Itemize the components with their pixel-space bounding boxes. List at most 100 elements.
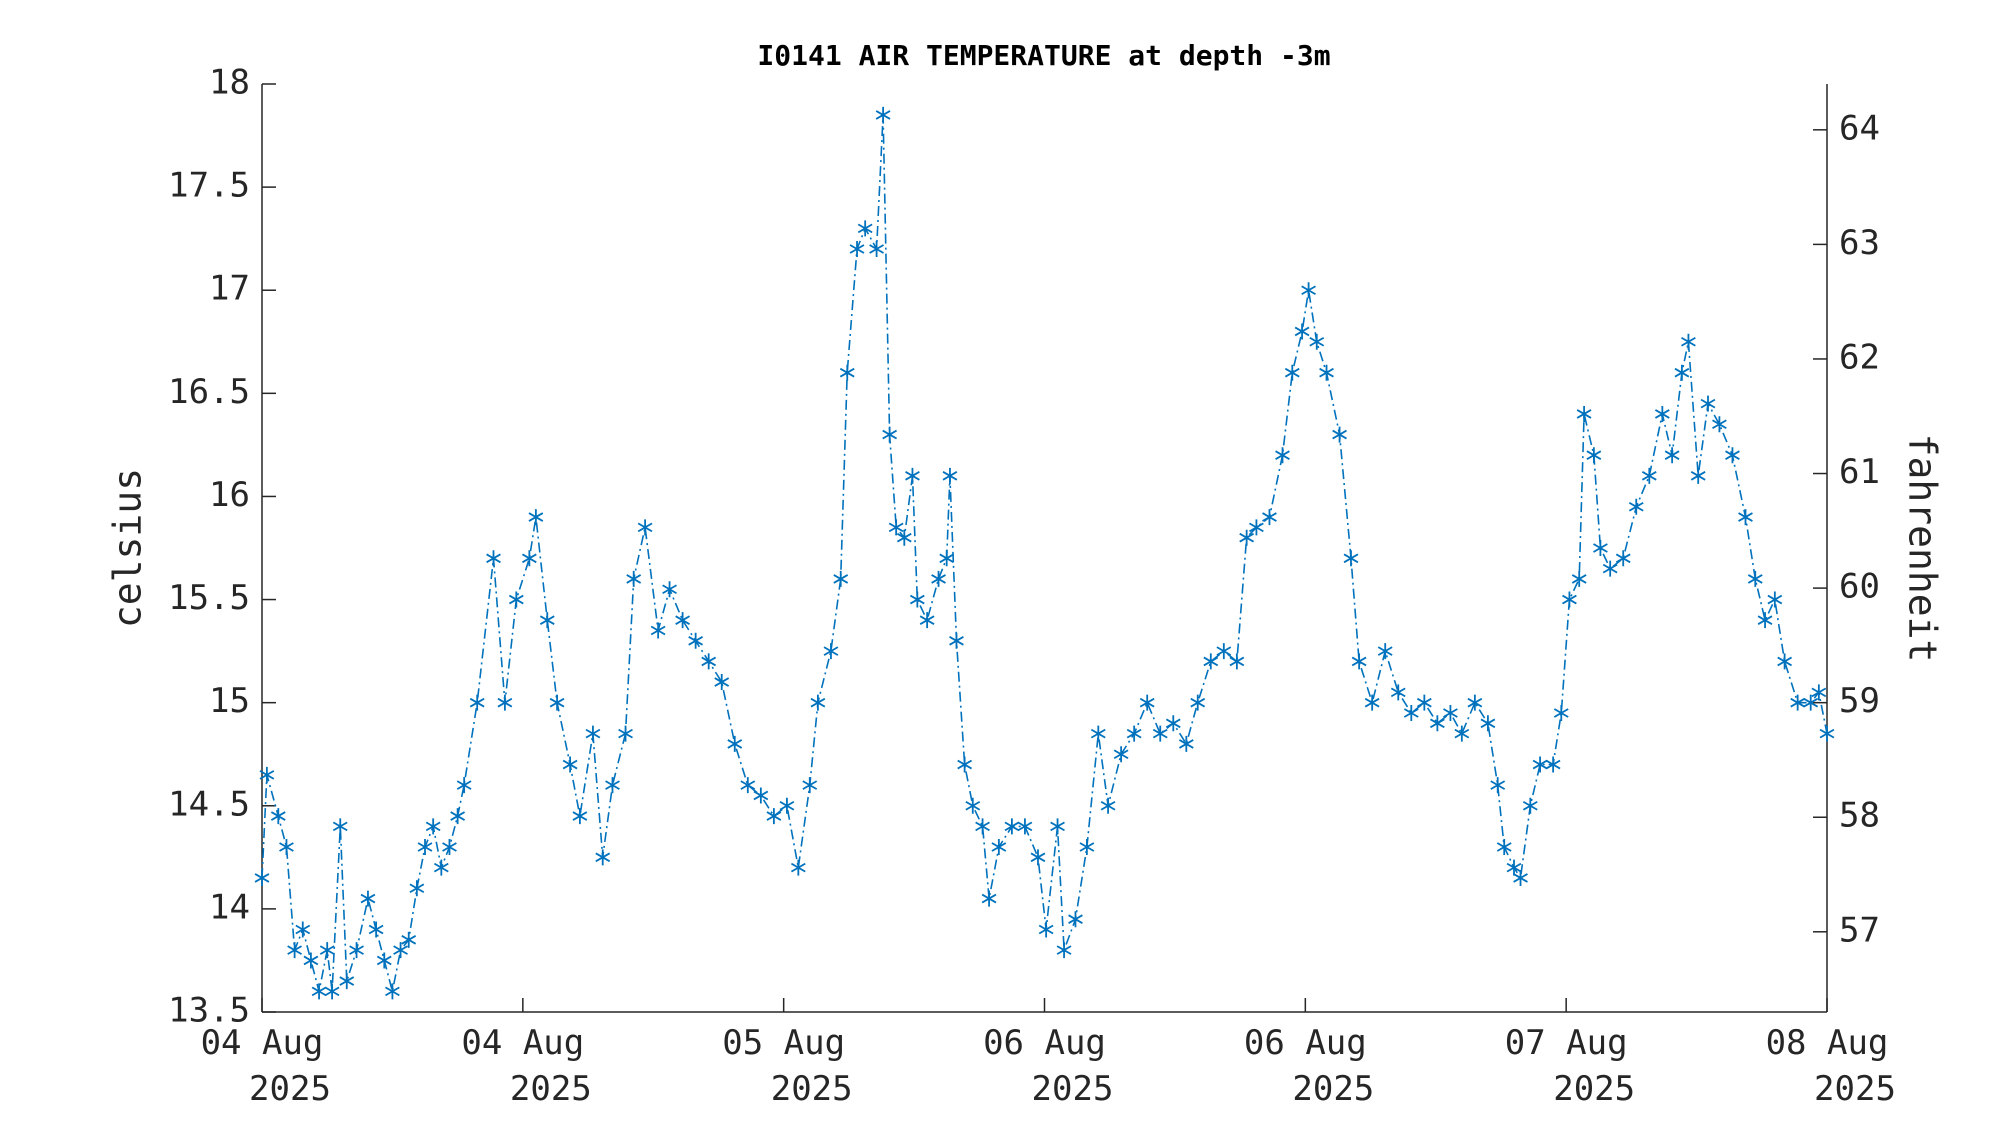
x-tick-label: 04 Aug 2025 [201, 1023, 331, 1109]
point-marker [714, 674, 730, 691]
point-marker [1576, 405, 1592, 422]
point-marker [766, 808, 782, 825]
point-marker [287, 942, 302, 959]
point-marker [1790, 694, 1806, 711]
point-marker [605, 777, 620, 794]
point-marker [888, 519, 904, 536]
point-marker [1203, 653, 1219, 670]
x-tick-label: 04 Aug 2025 [461, 1023, 591, 1109]
y2-tick-label: 64 [1839, 108, 1880, 148]
y2-tick-label: 57 [1839, 910, 1880, 950]
point-marker [1126, 725, 1142, 742]
y-tick-label: 18 [209, 63, 250, 103]
point-marker [1249, 519, 1264, 536]
point-marker [701, 653, 717, 670]
point-marker [1319, 364, 1334, 381]
point-marker [909, 591, 925, 608]
point-marker [539, 612, 555, 629]
point-marker [324, 983, 340, 1000]
point-marker [939, 550, 955, 567]
point-marker [810, 694, 826, 711]
point-marker [450, 808, 466, 825]
point-marker [469, 694, 485, 711]
point-marker [1777, 653, 1792, 670]
point-marker [393, 942, 408, 959]
point-marker [1681, 333, 1696, 350]
point-marker [1301, 282, 1316, 299]
point-marker [497, 694, 513, 711]
point-marker [425, 818, 441, 835]
point-marker [1757, 612, 1773, 629]
point-marker [486, 550, 501, 567]
point-marker [1615, 550, 1631, 567]
y-tick-label: 15 [209, 681, 250, 721]
y2-tick-label: 59 [1839, 681, 1880, 721]
point-marker [1690, 467, 1706, 484]
point-marker [1165, 715, 1181, 732]
y2-tick-label: 63 [1839, 223, 1880, 263]
point-marker [295, 921, 311, 938]
point-marker [1700, 395, 1716, 412]
point-marker [360, 890, 376, 907]
point-marker [1030, 849, 1046, 866]
point-marker [1216, 643, 1232, 660]
point-marker [1725, 447, 1740, 464]
point-marker [626, 570, 642, 587]
point-marker [981, 890, 997, 907]
point-marker [802, 777, 818, 794]
y-tick-label: 17 [209, 269, 250, 309]
y2-axis-label: fahrenheit [1901, 434, 1945, 663]
point-marker [311, 983, 327, 1000]
point-marker [1602, 560, 1618, 577]
point-marker [508, 591, 524, 608]
point-marker [1262, 509, 1277, 526]
point-marker [675, 612, 690, 629]
point-marker [595, 849, 611, 866]
x-tick-label: 07 Aug 2025 [1505, 1023, 1635, 1109]
point-marker [1747, 570, 1763, 587]
point-marker [1239, 529, 1255, 546]
point-marker [385, 983, 400, 1000]
point-marker [1553, 704, 1569, 721]
y2-tick-label: 60 [1839, 567, 1880, 607]
point-marker [753, 787, 769, 804]
y-tick-label: 15.5 [168, 578, 250, 618]
point-marker [572, 808, 588, 825]
point-marker [1004, 818, 1020, 835]
y2-tick-label: 61 [1839, 452, 1880, 492]
point-marker [1803, 694, 1819, 711]
point-marker [882, 426, 898, 443]
point-marker [1050, 818, 1065, 835]
y-tick-label: 17.5 [168, 166, 250, 206]
y-tick-label: 16.5 [168, 372, 250, 412]
point-marker [259, 766, 275, 783]
point-marker [650, 622, 666, 639]
point-marker [368, 921, 384, 938]
point-marker [1628, 498, 1644, 515]
point-marker [869, 240, 884, 257]
point-marker [433, 859, 449, 876]
point-marker [839, 364, 855, 381]
point-marker [849, 240, 865, 257]
point-marker [1113, 746, 1129, 763]
point-marker [1641, 467, 1657, 484]
x-tick-label: 06 Aug 2025 [1244, 1023, 1374, 1109]
chart-title: I0141 AIR TEMPERATURE at depth -3m [757, 39, 1330, 72]
point-marker [779, 797, 795, 814]
point-marker [319, 942, 335, 959]
point-marker [1275, 447, 1290, 464]
point-marker [1454, 725, 1470, 742]
point-marker [1532, 756, 1548, 773]
y-tick-label: 13.5 [168, 991, 250, 1031]
point-marker [1811, 684, 1827, 701]
x-tick-label: 05 Aug 2025 [722, 1023, 852, 1109]
point-marker [549, 694, 565, 711]
point-marker [1152, 725, 1168, 742]
point-marker [1079, 839, 1095, 856]
point-marker [942, 467, 958, 484]
point-marker [1443, 704, 1458, 721]
point-marker [1654, 405, 1670, 422]
point-marker [376, 952, 392, 969]
point-marker [1674, 364, 1690, 381]
